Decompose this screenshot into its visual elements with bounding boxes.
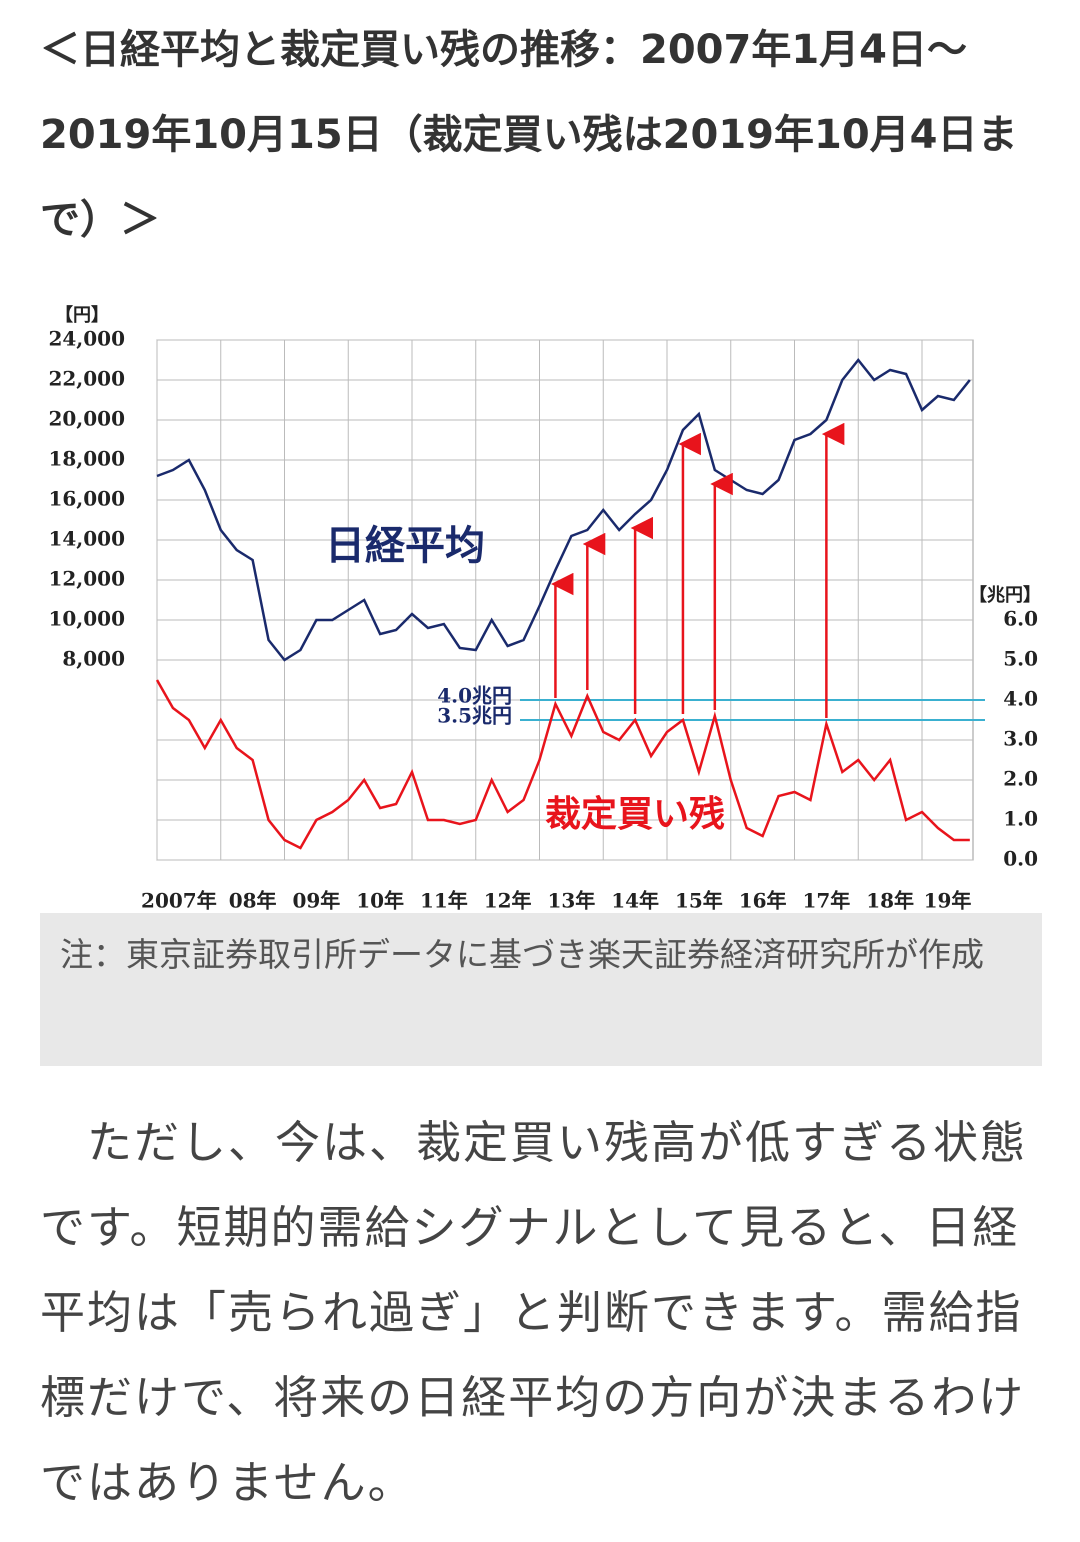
x-tick-label: 14年 — [611, 889, 659, 911]
y2-tick-label: 6.0 — [1003, 607, 1038, 631]
note: 注：東京証券取引所データに基づき楽天証券経済研究所が作成 — [40, 913, 1042, 1066]
reference-label: 3.5兆円 — [437, 704, 512, 728]
series-annotation: 裁定買い残 — [545, 794, 725, 835]
y2-tick-label: 2.0 — [1003, 767, 1038, 791]
plot-frame — [156, 339, 974, 861]
reference-label: 4.0兆円 — [437, 684, 512, 708]
x-tick-label: 09年 — [292, 889, 340, 911]
y-tick-label: 10,000 — [48, 607, 125, 631]
y-tick-label: 18,000 — [48, 447, 125, 471]
x-tick-label: 10年 — [356, 889, 404, 911]
chart: 8,000 10,000 12,000 14,000 16,000 18,000 20,00… — [48, 305, 1041, 911]
title: ＜日経平均と裁定買い残の推移：2007年1月4日～2019年10月15日（裁定買… — [40, 27, 1018, 243]
series-annotation: 日経平均 — [325, 523, 485, 569]
x-tick-label: 12年 — [484, 889, 532, 911]
y2-tick-label: 5.0 — [1003, 647, 1038, 671]
x-tick-label: 13年 — [547, 889, 595, 911]
x-tick-label: 19年 — [924, 889, 972, 911]
y2-tick-label: 4.0 — [1003, 687, 1038, 711]
y2-unit: 【兆円】 — [969, 585, 1041, 606]
series-line — [156, 357, 971, 662]
x-tick-label: 17年 — [802, 889, 850, 911]
series-line — [155, 679, 970, 850]
x-tick-label: 11年 — [420, 889, 468, 911]
y-tick-label: 14,000 — [48, 527, 125, 551]
x-tick-label: 18年 — [866, 889, 914, 911]
x-tick-label: 15年 — [675, 889, 723, 911]
y2-tick-label: 3.0 — [1003, 727, 1038, 751]
y-tick-label: 8,000 — [62, 647, 125, 671]
x-tick-label: 16年 — [739, 889, 787, 911]
y-unit: 【円】 — [55, 305, 109, 326]
x-tick-label: 2007年 — [141, 889, 217, 911]
x-tick-label: 08年 — [229, 889, 277, 911]
y-tick-label: 22,000 — [48, 367, 125, 391]
y2-tick-label: 0.0 — [1003, 847, 1038, 871]
y-tick-label: 20,000 — [48, 407, 125, 431]
y-tick-label: 16,000 — [48, 487, 125, 511]
body-text: ただし、今は、裁定買い残高が低すぎる状態です。短期的需給シグナルとして見ると、日… — [40, 1116, 1028, 1509]
y2-tick-label: 1.0 — [1003, 807, 1038, 831]
y-tick-label: 12,000 — [48, 567, 125, 591]
y-tick-label: 24,000 — [48, 327, 125, 351]
